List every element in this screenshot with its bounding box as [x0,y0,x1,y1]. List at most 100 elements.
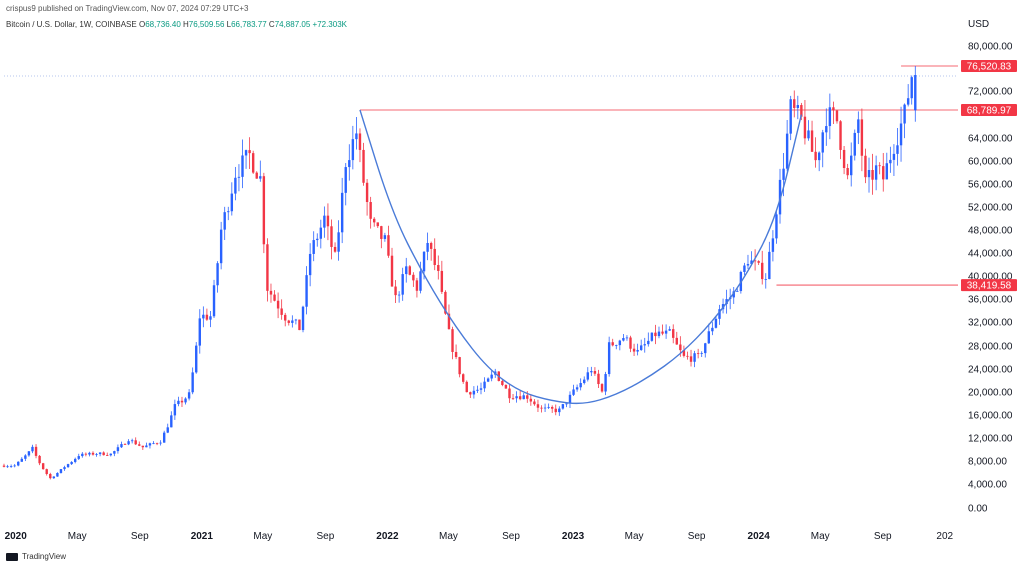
candle [155,442,159,446]
candle [351,125,355,170]
price-tag: 76,520.83 [961,60,1017,73]
y-tick-label: 64,000.00 [968,134,1013,145]
candle [618,339,622,351]
candle [636,343,639,356]
candle [52,476,56,479]
candle [383,232,387,242]
candle [251,150,255,174]
candle [860,108,864,172]
candle [170,411,173,428]
candle [465,380,468,393]
candle [319,219,323,249]
y-tick-label: 12,000.00 [968,434,1013,445]
candle [515,391,518,403]
candle [66,463,70,468]
x-tick-label: Sep [688,531,706,542]
candle [362,142,365,186]
candle [664,324,668,339]
x-tick-label: Sep [131,531,149,542]
candle [106,452,109,456]
candle [91,451,95,456]
candle [234,166,237,201]
candle [173,399,177,420]
candle [814,137,817,168]
candle [672,324,675,344]
time-axis[interactable]: 2020 May Sep 2021 May Sep 2022 May Sep 2023 May Sep… [5,531,954,542]
y-tick-label: 56,000.00 [968,180,1013,191]
candle [732,287,735,304]
candle [558,406,561,416]
candle [536,399,540,413]
candle [88,451,91,457]
candle [878,162,881,175]
candle [543,403,547,412]
candle [123,443,127,445]
candle [682,345,686,358]
candle [899,106,903,162]
candle [38,455,41,466]
candle [291,315,294,328]
candle [914,66,917,122]
candle [102,451,105,456]
candle [693,350,696,368]
y-tick-label: 72,000.00 [968,87,1013,98]
candle [49,472,52,480]
low-value: 66,783.77 [231,20,267,29]
candle [625,335,629,341]
candle [166,423,169,434]
candle [775,210,778,244]
y-tick-label: 24,000.00 [968,365,1013,376]
candle [600,383,604,393]
candle [130,438,134,444]
candle [387,225,390,258]
candle [469,391,472,398]
candle [490,370,493,382]
y-tick-label: 52,000.00 [968,203,1013,214]
candle [639,339,643,351]
price-axis[interactable]: 80,000.00 72,000.00 64,000.00 60,000.00 56,0… [968,42,1013,515]
candle [846,163,849,180]
symbol-name: Bitcoin / U.S. Dollar, 1W, COINBASE [6,20,137,29]
candle [212,279,216,319]
candle [486,377,490,383]
candle [223,206,226,241]
candle [301,305,305,333]
candle [821,129,824,168]
candle [803,99,807,145]
candle [572,384,575,397]
candle [308,243,312,287]
candle [73,457,77,464]
price-tag-label: 38,419.58 [967,281,1012,292]
x-tick-label: 2023 [562,531,585,542]
candle [429,241,433,261]
candle [162,430,166,443]
y-tick-label: 48,000.00 [968,226,1013,237]
price-tag: 68,789.97 [961,104,1017,117]
candle [850,142,853,187]
candle [184,397,187,405]
x-tick-label: 202 [936,531,953,542]
candle [244,149,248,169]
candle [248,137,251,169]
candle [604,371,607,396]
candle [198,309,201,354]
candle [219,221,223,270]
candle [31,444,34,454]
candle [451,326,454,360]
candle [472,386,476,399]
candle [59,468,63,474]
candle [134,437,137,446]
footer: TradingView [6,552,66,561]
candle [412,272,415,287]
candle [807,120,810,141]
candle [511,394,515,401]
candle [458,356,461,378]
candle [657,326,661,339]
y-tick-label: 80,000.00 [968,42,1013,53]
candle [330,219,333,260]
candle [148,442,152,449]
candle [864,148,867,184]
candle [227,206,230,221]
candle [113,450,116,457]
